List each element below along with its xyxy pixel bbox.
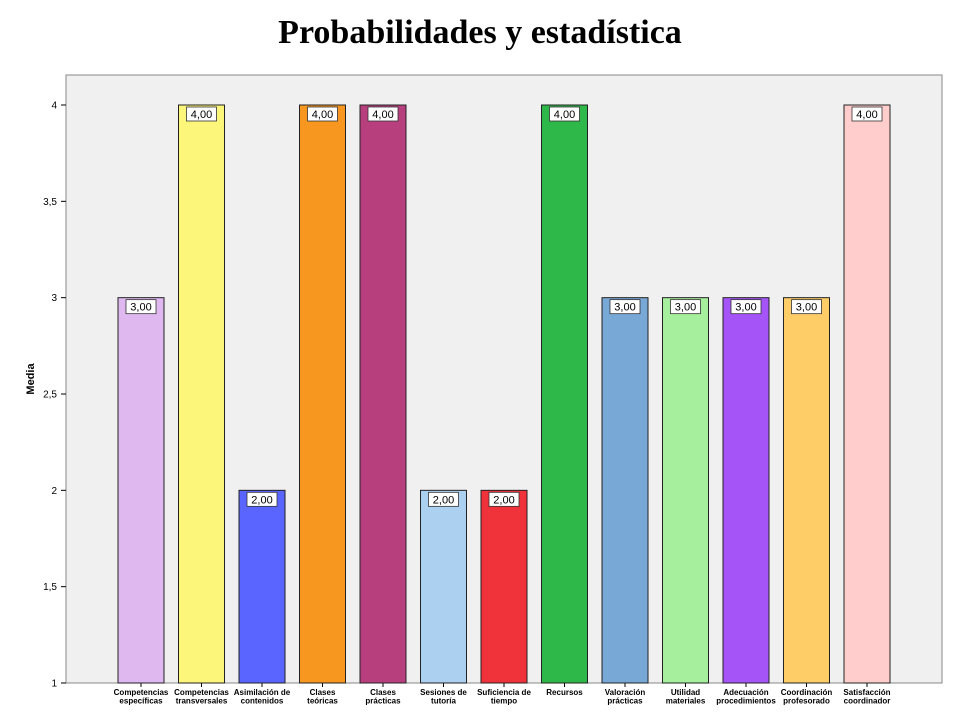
x-tick-label: Suficiencia de [477,688,531,697]
data-label-box [549,106,580,122]
x-tick-label: Coordinación [781,688,833,697]
bar [662,297,709,684]
x-tick-label: contenidos [241,697,284,706]
y-axis-label: Media [25,363,37,395]
x-tick-label: profesorado [783,697,830,706]
x-tick-label: Clases [310,688,336,697]
data-label-box [307,106,338,122]
x-tick-label: transversales [176,697,228,706]
data-label-box [125,299,157,315]
data-label-box [609,299,641,315]
data-label-box [246,491,278,507]
data-label-box [730,299,762,315]
data-label: 3,00 [796,302,817,314]
bar [238,489,286,684]
x-tick-label: materiales [666,697,706,706]
data-label: 4,00 [856,109,877,121]
x-tick-label: procedimientos [716,697,776,706]
bar [843,104,891,684]
x-tick-label: Satisfacción [843,688,890,697]
data-label: 3,00 [675,302,696,314]
x-tick-label: Competencias [114,688,169,697]
data-label: 4,00 [372,109,393,121]
y-tick-label: 3,5 [43,197,57,208]
data-label: 2,00 [493,494,514,506]
x-tick-label: prácticas [365,697,401,706]
bar [601,297,649,684]
data-label: 3,00 [614,302,635,314]
x-tick-label: Sesiones de [420,688,467,697]
y-tick-label: 2,5 [43,390,57,401]
x-tick-label: coordinador [844,697,891,706]
data-label-box [670,299,701,315]
x-tick-label: Recursos [546,688,583,697]
bar [117,297,165,684]
x-tick-label: teóricas [307,697,338,706]
x-tick-label: específicas [119,697,163,706]
x-tick-label: tiempo [491,697,517,706]
bar [299,104,346,684]
y-tick-label: 2 [51,486,57,497]
data-label-box [851,106,883,122]
bar [178,104,225,684]
data-label: 2,00 [433,494,454,506]
x-tick-label: Valoración [605,688,646,697]
bar [359,104,407,684]
y-tick-label: 3 [51,293,57,304]
x-tick-label: prácticas [607,697,643,706]
data-label: 3,00 [130,302,151,314]
data-label-box [791,299,822,315]
data-label-box [488,491,520,507]
data-label: 4,00 [554,109,575,121]
data-label: 3,00 [735,302,756,314]
x-tick-label: Asimilación de [234,688,291,697]
data-label-box [428,491,459,507]
x-tick-label: tutoría [431,697,456,706]
x-tick-label: Utilidad [671,688,700,697]
data-label: 4,00 [191,109,212,121]
data-label: 2,00 [251,494,272,506]
bar [420,489,467,684]
x-tick-label: Clases [370,688,396,697]
x-tick-label: Adecuación [723,688,768,697]
data-label: 4,00 [312,109,333,121]
data-label-box [186,106,217,122]
bar [722,297,770,684]
bar [783,297,830,684]
y-tick-label: 1,5 [43,582,57,593]
data-label-box [367,106,399,122]
bar [541,104,588,684]
bar [480,489,528,684]
x-tick-label: Competencias [174,688,229,697]
y-tick-label: 4 [51,101,57,112]
y-tick-label: 1 [51,679,57,690]
chart-title: Probabilidades y estadística [278,14,682,51]
